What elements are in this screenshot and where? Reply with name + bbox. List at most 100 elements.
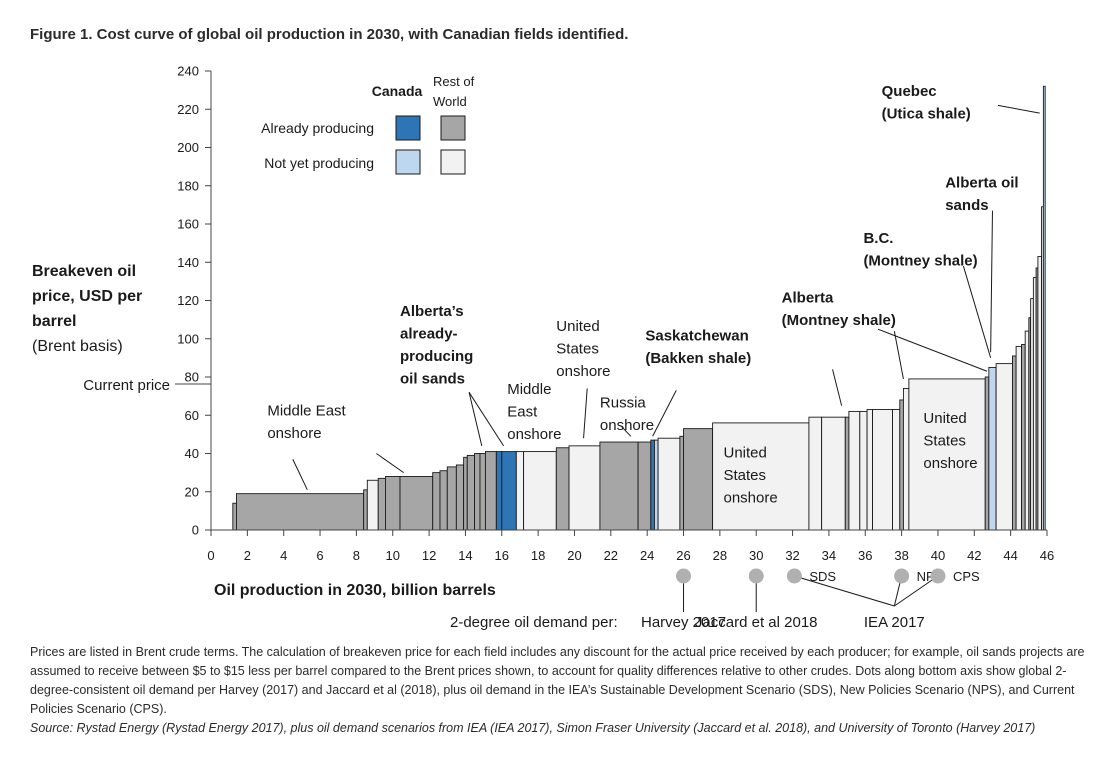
cost-bar-11 — [463, 456, 468, 531]
y-axis-title-line-1: price, USD per — [32, 288, 142, 305]
cost-bar-13 — [474, 453, 481, 531]
field-label-1-line-0: Alberta’s — [400, 303, 464, 320]
y-tick-label-200: 200 — [177, 140, 199, 155]
cost-bar-41 — [984, 376, 990, 531]
x-tick-label-2: 2 — [244, 548, 251, 563]
legend-layer: Canada Rest of World Already producing Not y… — [261, 74, 475, 175]
legend-header-canada: Canada — [372, 83, 423, 99]
legend-header-row-line2: World — [433, 94, 467, 109]
x-tick-label-12: 12 — [422, 548, 436, 563]
cost-bar-22 — [599, 441, 639, 531]
x-tick-label-34: 34 — [822, 548, 836, 563]
field-label-9-line-0: Alberta oil — [945, 175, 1018, 192]
x-tick-label-14: 14 — [458, 548, 472, 563]
field-leader-11-0 — [997, 104, 1040, 114]
field-leader-7-1 — [877, 328, 988, 372]
cost-bar-18 — [515, 451, 525, 531]
field-label-7-line-1: (Montney shale) — [782, 312, 896, 329]
demand-dot-3 — [894, 568, 910, 584]
cost-bar-17 — [501, 451, 517, 531]
cost-bar-2 — [363, 489, 368, 531]
field-label-6-line-1: States — [724, 467, 767, 484]
x-tick-label-40: 40 — [931, 548, 945, 563]
y-axis-subtitle: (Brent basis) — [32, 338, 123, 355]
x-tick-label-32: 32 — [785, 548, 799, 563]
cost-bar-40 — [908, 378, 986, 531]
cost-bar-45 — [1015, 345, 1023, 531]
legend-swatch-canada-not-producing — [395, 149, 421, 175]
cost-bar-44 — [1012, 355, 1017, 531]
y-tick-label-120: 120 — [177, 293, 199, 308]
cost-bar-4 — [377, 477, 386, 531]
cost-bar-38 — [899, 399, 904, 531]
notes-source: Source: Rystad Energy (Rystad Energy 201… — [30, 721, 1036, 735]
demand-caption: 2-degree oil demand per: — [450, 614, 618, 631]
cost-bar-25 — [653, 439, 659, 531]
cost-bar-34 — [859, 410, 868, 531]
cost-bar-54 — [1042, 85, 1046, 531]
x-tick-label-4: 4 — [280, 548, 287, 563]
field-label-7-line-0: Alberta — [782, 289, 834, 306]
y-tick-label-80: 80 — [185, 370, 199, 385]
y-axis-title-line-0: Breakeven oil — [32, 263, 136, 280]
y-tick-label-40: 40 — [185, 446, 199, 461]
legend-swatch-row-producing — [440, 115, 466, 141]
figure-title: Figure 1. Cost curve of global oil produ… — [30, 26, 629, 43]
y-tick-label-160: 160 — [177, 217, 199, 232]
field-label-10-line-2: onshore — [923, 455, 977, 472]
demand-short-label-2: SDS — [809, 569, 836, 584]
x-tick-label-46: 46 — [1040, 548, 1054, 563]
cost-bar-26 — [657, 437, 681, 531]
cost-bar-35 — [866, 409, 873, 531]
y-tick-label-0: 0 — [192, 523, 199, 538]
demand-dot-1 — [748, 568, 764, 584]
cost-bar-5 — [385, 476, 401, 531]
x-tick-label-38: 38 — [894, 548, 908, 563]
cost-bar-12 — [466, 454, 475, 531]
field-label-8-line-0: B.C. — [863, 230, 893, 247]
cost-bar-19 — [523, 451, 557, 531]
field-label-1-line-1: already- — [400, 325, 458, 342]
field-label-11-line-1: (Utica shale) — [882, 105, 971, 122]
cost-bar-14 — [479, 453, 486, 531]
cost-bar-8 — [439, 470, 448, 531]
legend-header-row-line1: Rest of — [433, 74, 475, 89]
cost-bar-10 — [455, 464, 465, 531]
x-tick-label-18: 18 — [531, 548, 545, 563]
cost-bar-32 — [844, 416, 850, 531]
demand-label-jaccard: Jaccard et al 2018 — [695, 614, 818, 631]
cost-bar-43 — [995, 363, 1013, 531]
field-leader-0-0 — [292, 459, 308, 491]
cost-bar-52 — [1037, 256, 1042, 531]
x-tick-label-44: 44 — [1003, 548, 1017, 563]
cost-bar-15 — [484, 451, 497, 531]
cost-bar-16 — [495, 451, 503, 531]
field-label-8-line-1: (Montney shale) — [863, 253, 977, 270]
cost-bar-37 — [892, 409, 901, 531]
y-tick-label-20: 20 — [185, 484, 199, 499]
demand-leader-2 — [794, 575, 895, 607]
cost-bar-1 — [235, 493, 365, 531]
cost-bar-27 — [679, 435, 684, 531]
demand-short-label-4: CPS — [953, 569, 980, 584]
cost-bar-42 — [988, 366, 997, 531]
field-leader-1-0 — [468, 392, 483, 446]
y-tick-label-180: 180 — [177, 178, 199, 193]
field-label-3-line-0: United — [556, 318, 599, 335]
x-tick-label-30: 30 — [749, 548, 763, 563]
current-price-label: Current price — [83, 377, 170, 394]
field-label-6-line-2: onshore — [724, 489, 778, 506]
demand-dot-0 — [676, 568, 692, 584]
x-tick-label-0: 0 — [207, 548, 214, 563]
field-leader-5-0 — [652, 390, 677, 437]
field-leader-7-0 — [832, 369, 843, 406]
y-tick-label-60: 60 — [185, 408, 199, 423]
cost-bar-23 — [637, 441, 652, 531]
field-leader-9-0 — [990, 210, 993, 353]
y-tick-label-140: 140 — [177, 255, 199, 270]
demand-leader-4 — [894, 575, 939, 607]
field-label-6-line-0: United — [724, 444, 767, 461]
